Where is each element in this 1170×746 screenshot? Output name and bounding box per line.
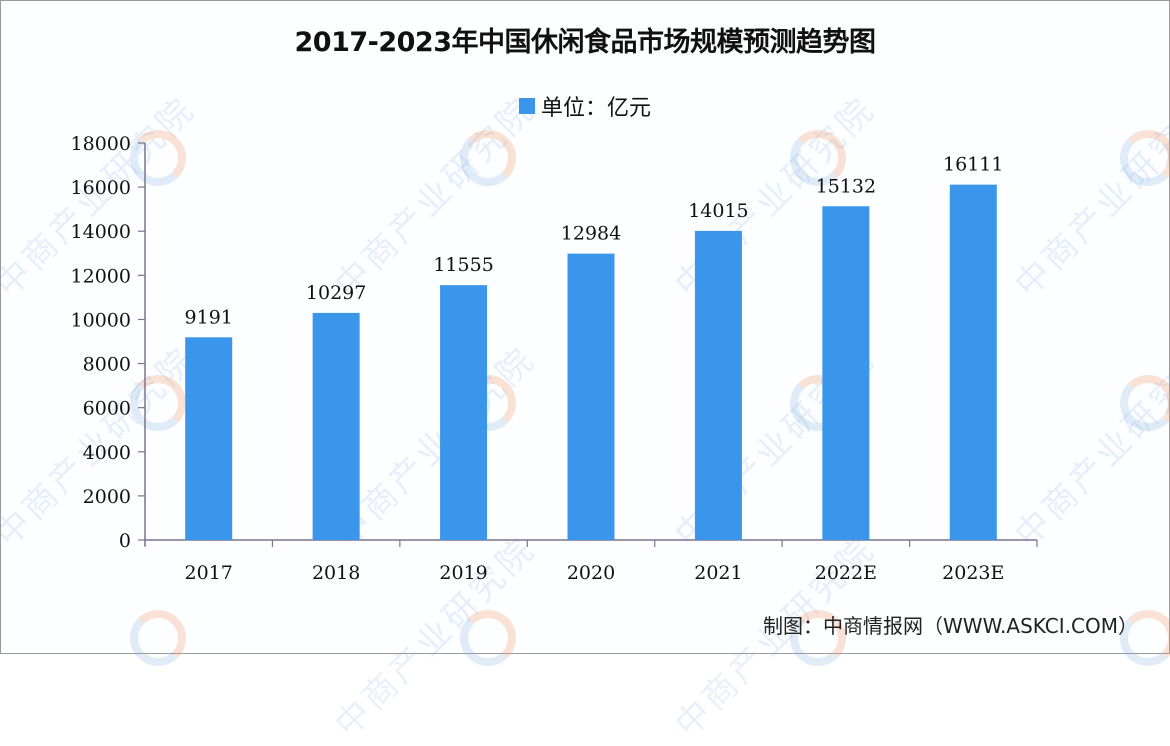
y-tick-label: 10000 [71,309,131,331]
chart-title: 2017-2023年中国休闲食品市场规模预测趋势图 [294,27,877,58]
y-tick-label: 0 [119,530,131,552]
x-tick-label: 2019 [439,562,487,584]
bar-value-label: 11555 [433,254,493,276]
bar [822,206,870,540]
y-tick-label: 8000 [83,354,131,376]
bar-value-label: 15132 [816,175,876,197]
x-tick-label: 2021 [694,562,742,584]
y-axis: 0 2000 4000 6000 8000 10000 12000 14000 16000 180… [71,133,146,552]
y-tick-label: 18000 [71,133,131,155]
bar [567,253,615,540]
source-credit: 制图：中商情报网（WWW.ASKCI.COM） [763,614,1138,638]
bar [694,230,742,540]
x-tick-label: 2020 [567,562,615,584]
bar-value-label: 10297 [306,282,366,304]
bar [185,337,233,540]
y-tick-label: 16000 [71,177,131,199]
bar-value-label: 16111 [943,154,1003,176]
bars: 9191 10297 11555 12984 14015 15132 16111 [185,154,1004,540]
y-tick-label: 4000 [83,442,131,464]
bar-value-label: 9191 [185,306,233,328]
y-tick-label: 14000 [71,221,131,243]
y-tick-label: 6000 [83,398,131,420]
bar [440,285,488,540]
y-tick-label: 12000 [71,265,131,287]
bar-value-label: 14015 [688,200,748,222]
bar [949,184,997,540]
bar-value-label: 12984 [561,223,621,245]
bar [312,312,360,540]
x-tick-label: 2023E [942,562,1004,584]
y-tick-label: 2000 [83,486,131,508]
x-tick-label: 2018 [312,562,360,584]
x-tick-label: 2017 [185,562,233,584]
x-axis: 2017 2018 2019 2020 2021 2022E 2023E [144,539,1038,584]
legend: 单位：亿元 [0,90,1170,122]
bar-chart: 0 2000 4000 6000 8000 10000 12000 14000 16000 180… [71,133,1038,584]
legend-swatch-icon [518,98,535,114]
x-tick-label: 2022E [815,562,877,584]
legend-label: 单位：亿元 [540,96,651,121]
